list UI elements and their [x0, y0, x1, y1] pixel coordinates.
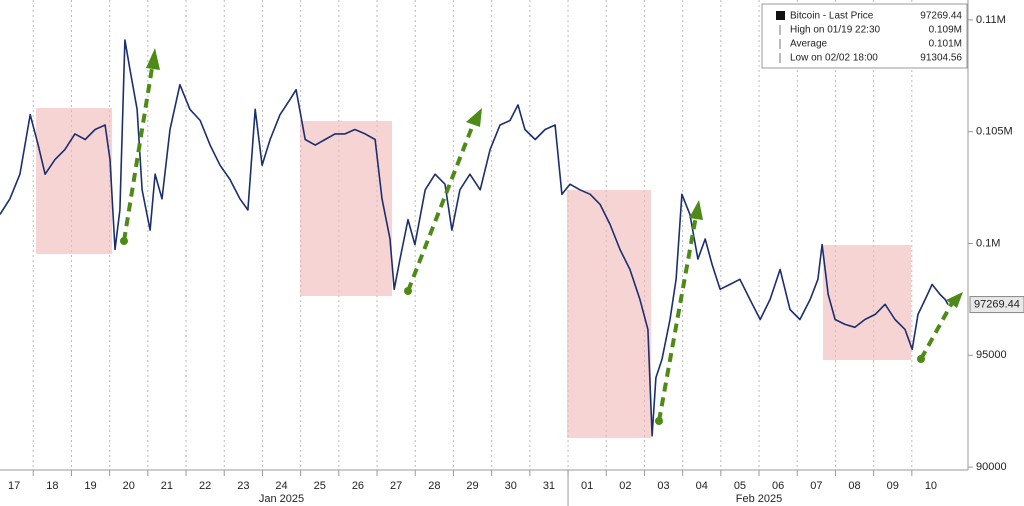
legend-label: Low on 02/02 18:00 [790, 53, 878, 64]
x-tick-label: 02 [619, 480, 631, 492]
x-tick-label: 09 [887, 480, 899, 492]
legend-value: 91304.56 [920, 53, 962, 64]
legend-label: Average [790, 39, 828, 50]
legend-swatch [776, 11, 785, 20]
x-tick-label: 30 [505, 480, 517, 492]
legend-value: 97269.44 [920, 11, 962, 22]
y-tick-label: 90000 [976, 461, 1007, 473]
arrow-dot [917, 355, 925, 363]
x-tick-label: 05 [734, 480, 746, 492]
arrow-head [466, 108, 482, 127]
arrow-head [146, 48, 160, 70]
x-tick-label: 26 [352, 480, 364, 492]
arrow-dot [655, 417, 663, 425]
x-tick-label: 29 [466, 480, 478, 492]
x-tick-label: 17 [8, 480, 20, 492]
last-price-box [969, 296, 1024, 314]
arrow [406, 121, 476, 292]
x-tick-label: 08 [848, 480, 860, 492]
x-tick-label: 25 [314, 480, 326, 492]
x-tick-label: 03 [657, 480, 669, 492]
x-tick-label: 06 [772, 480, 784, 492]
legend-value: 0.109M [929, 25, 962, 36]
price-line [0, 39, 949, 437]
x-group-label: Feb 2025 [736, 493, 782, 505]
x-tick-label: 21 [161, 480, 173, 492]
highlight-box [300, 121, 392, 296]
x-tick-label: 19 [84, 480, 96, 492]
highlight-box [567, 190, 651, 438]
legend: Bitcoin - Last Price 97269.44 High on 01/1… [761, 3, 968, 69]
highlight-boxes [36, 108, 911, 438]
x-tick-label: 27 [390, 480, 402, 492]
arrow [919, 302, 954, 360]
last-price-label: 97269.44 [974, 298, 1020, 310]
legend-label: Bitcoin - Last Price [790, 11, 874, 22]
x-tick-label: 18 [46, 480, 58, 492]
x-tick-label: 28 [428, 480, 440, 492]
legend-box [761, 3, 968, 69]
x-tick-label: 23 [237, 480, 249, 492]
highlight-box [823, 245, 911, 360]
arrow-dot [404, 287, 412, 295]
x-tick-label: 10 [925, 480, 937, 492]
plot [0, 39, 949, 437]
y-tick-label: 0.11M [976, 14, 1006, 26]
arrows [120, 48, 963, 425]
y-tick-label: 95000 [976, 349, 1007, 361]
x-tick-label: 01 [581, 480, 593, 492]
legend-label: High on 01/19 22:30 [790, 25, 881, 36]
y-tick-label: 0.105M [976, 126, 1013, 138]
x-tick-label: 31 [543, 480, 555, 492]
legend-value: 0.101M [929, 39, 962, 50]
arrow-head [946, 292, 963, 308]
x-tick-label: 04 [696, 480, 708, 492]
x-group-label: Jan 2025 [259, 493, 304, 505]
x-tick-label: 20 [123, 480, 135, 492]
x-tick-label: 24 [275, 480, 287, 492]
x-tick-label: 07 [810, 480, 822, 492]
highlight-box [36, 108, 112, 254]
x-tick-label: 22 [199, 480, 211, 492]
arrow-head [689, 200, 703, 220]
y-tick-label: 0.1M [976, 237, 1000, 249]
arrow-dot [120, 237, 128, 245]
arrow [657, 215, 698, 422]
